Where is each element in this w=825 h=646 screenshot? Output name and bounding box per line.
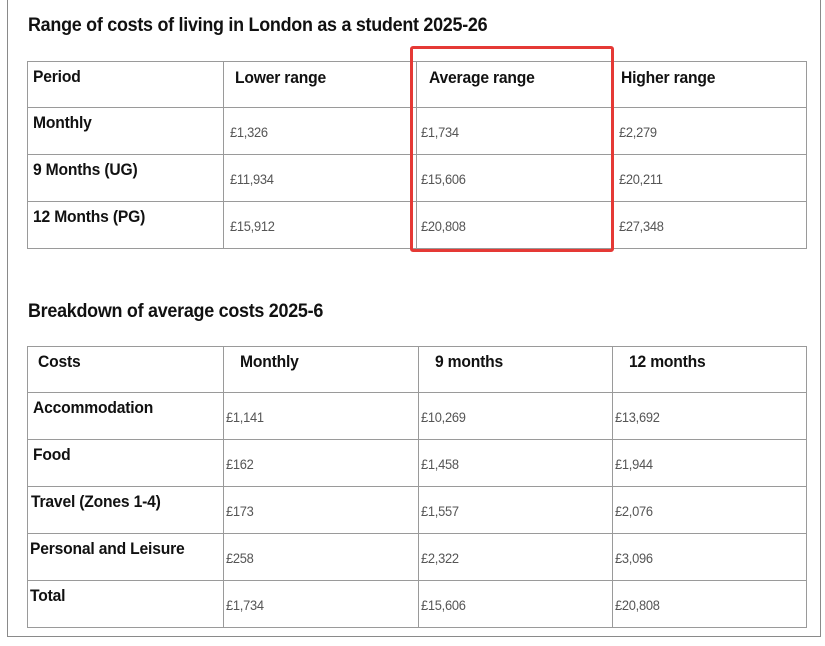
value-cell: £3,096 (612, 533, 807, 581)
average-range-highlight-box (410, 46, 614, 252)
row-label-cell: Personal and Leisure (27, 533, 224, 581)
value-text: £1,141 (226, 409, 264, 425)
row-label-cell: Accommodation (27, 392, 224, 440)
value-cell: £20,808 (612, 580, 807, 628)
row-label: Personal and Leisure (30, 539, 185, 558)
value-text: £1,557 (421, 503, 459, 519)
header-monthly: Monthly (240, 352, 299, 371)
row-label-cell: 9 Months (UG) (27, 154, 224, 202)
value-text: £15,912 (230, 218, 275, 234)
table1-title: Range of costs of living in London as a … (28, 14, 488, 36)
table-row: Accommodation £1,141 £10,269 £13,692 (27, 392, 807, 440)
header-cell: 9 months (418, 346, 613, 393)
table2-title: Breakdown of average costs 2025-6 (28, 300, 324, 322)
value-text: £10,269 (421, 409, 466, 425)
row-label: 9 Months (UG) (33, 160, 138, 179)
value-cell: £10,269 (418, 392, 613, 440)
header-cell: Monthly (223, 346, 419, 393)
value-cell: £11,934 (223, 154, 417, 202)
header-cell: Lower range (223, 61, 417, 108)
value-cell: £2,322 (418, 533, 613, 581)
header-cell: Period (27, 61, 224, 108)
value-text: £2,279 (619, 124, 657, 140)
value-text: £20,808 (421, 218, 466, 234)
row-label: 12 Months (PG) (33, 207, 146, 226)
value-cell: £173 (223, 486, 419, 534)
value-text: £15,606 (421, 597, 466, 613)
value-cell: £1,141 (223, 392, 419, 440)
table-header-row: Costs Monthly 9 months 12 months (27, 346, 807, 393)
table-row: 12 Months (PG) £15,912 £20,808 £27,348 (27, 201, 807, 249)
value-text: £15,606 (421, 171, 466, 187)
row-label: Food (33, 445, 71, 464)
value-text: £11,934 (230, 171, 274, 187)
row-label: Monthly (33, 113, 92, 132)
header-period: Period (33, 67, 81, 86)
value-text: £1,458 (421, 456, 459, 472)
header-cell: Costs (27, 346, 224, 393)
value-cell: £20,211 (612, 154, 807, 202)
value-cell: £1,944 (612, 439, 807, 487)
value-cell: £2,279 (612, 107, 807, 155)
value-text: £20,211 (619, 171, 663, 187)
value-cell: £20,808 (416, 201, 613, 249)
row-label-cell: Travel (Zones 1-4) (27, 486, 224, 534)
row-label-cell: Food (27, 439, 224, 487)
row-label: Accommodation (33, 398, 154, 417)
row-label-cell: 12 Months (PG) (27, 201, 224, 249)
value-cell: £15,606 (416, 154, 613, 202)
value-text: £173 (226, 503, 254, 519)
value-cell: £258 (223, 533, 419, 581)
value-cell: £1,557 (418, 486, 613, 534)
header-higher-range: Higher range (621, 68, 716, 87)
value-text: £162 (226, 456, 254, 472)
header-average-range: Average range (429, 68, 535, 87)
header-cell: Higher range (612, 61, 807, 108)
header-lower-range: Lower range (235, 68, 326, 87)
value-text: £3,096 (615, 550, 653, 566)
value-text: £2,322 (421, 550, 459, 566)
value-cell: £27,348 (612, 201, 807, 249)
row-label-cell: Total (27, 580, 224, 628)
value-cell: £2,076 (612, 486, 807, 534)
row-label: Total (30, 586, 66, 605)
value-text: £20,808 (615, 597, 660, 613)
table-row: Personal and Leisure £258 £2,322 £3,096 (27, 533, 807, 581)
value-cell: £13,692 (612, 392, 807, 440)
value-cell: £15,606 (418, 580, 613, 628)
value-text: £2,076 (615, 503, 653, 519)
value-text: £1,944 (615, 456, 653, 472)
value-cell: £1,326 (223, 107, 417, 155)
header-12-months: 12 months (629, 352, 706, 371)
value-text: £13,692 (615, 409, 660, 425)
row-label: Travel (Zones 1-4) (31, 492, 161, 511)
cost-range-table: Period Lower range Average range Higher … (27, 61, 807, 249)
value-cell: £1,734 (223, 580, 419, 628)
header-9-months: 9 months (435, 352, 504, 371)
value-text: £27,348 (619, 218, 664, 234)
page-frame (7, 0, 821, 637)
table-row: Food £162 £1,458 £1,944 (27, 439, 807, 487)
value-cell: £1,458 (418, 439, 613, 487)
table-row: Total £1,734 £15,606 £20,808 (27, 580, 807, 628)
value-text: £1,734 (226, 597, 264, 613)
value-text: £1,326 (230, 124, 268, 140)
header-costs: Costs (38, 352, 81, 371)
value-cell: £15,912 (223, 201, 417, 249)
value-text: £1,734 (421, 124, 459, 140)
table-row: Travel (Zones 1-4) £173 £1,557 £2,076 (27, 486, 807, 534)
header-cell: 12 months (612, 346, 807, 393)
value-text: £258 (226, 550, 254, 566)
table-row: 9 Months (UG) £11,934 £15,606 £20,211 (27, 154, 807, 202)
average-costs-breakdown-table: Costs Monthly 9 months 12 months Accommo… (27, 346, 807, 628)
value-cell: £162 (223, 439, 419, 487)
row-label-cell: Monthly (27, 107, 224, 155)
